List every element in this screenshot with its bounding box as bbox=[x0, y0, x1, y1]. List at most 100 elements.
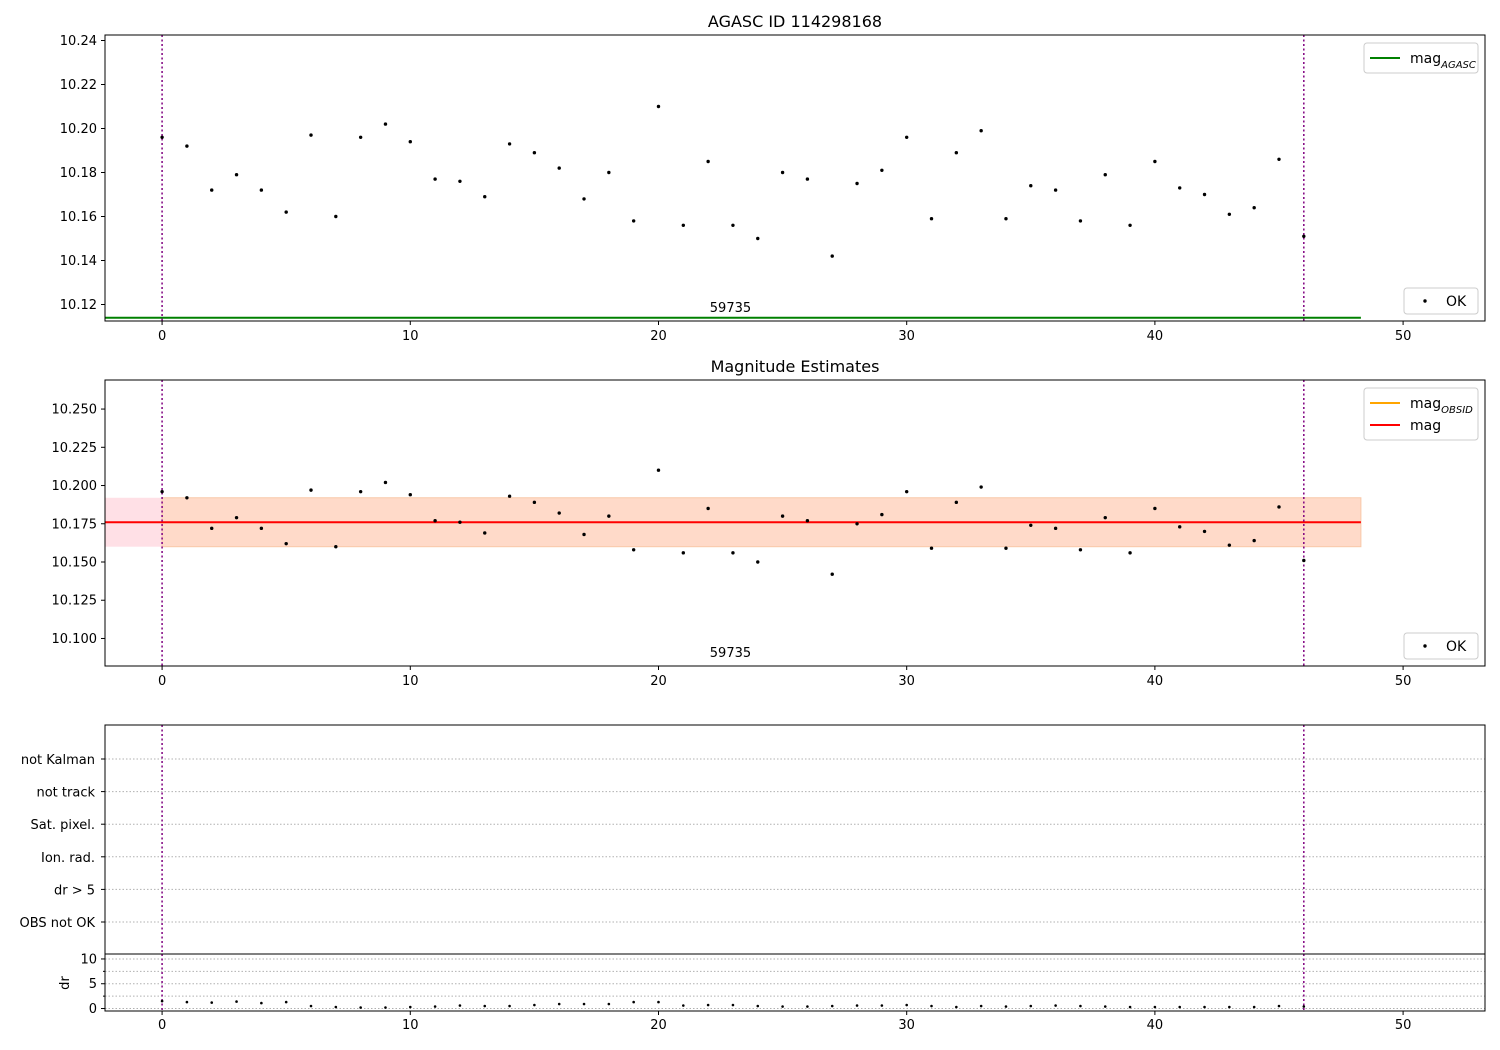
data-point bbox=[780, 170, 785, 175]
data-point bbox=[1228, 1005, 1231, 1009]
x-tick-label: 50 bbox=[1395, 674, 1412, 689]
data-point bbox=[1178, 525, 1182, 529]
y-tick-label: 10.16 bbox=[60, 210, 97, 225]
legend-point-label: OK bbox=[1446, 294, 1467, 310]
data-point bbox=[259, 188, 264, 192]
data-point bbox=[309, 133, 313, 137]
x-tick-label: 0 bbox=[158, 329, 166, 344]
data-point bbox=[582, 532, 586, 537]
point-legend bbox=[1403, 632, 1479, 660]
data-point bbox=[235, 1000, 238, 1003]
y-tick-label: 10.22 bbox=[60, 78, 97, 93]
data-point bbox=[1302, 1005, 1306, 1008]
data-point bbox=[334, 1005, 338, 1009]
data-point bbox=[805, 177, 810, 181]
data-point bbox=[1103, 515, 1107, 520]
data-point bbox=[607, 1002, 611, 1006]
data-point bbox=[1227, 543, 1232, 547]
legend-point-swatch bbox=[1423, 644, 1427, 648]
data-point bbox=[780, 514, 785, 518]
data-point bbox=[1277, 1004, 1281, 1008]
data-point bbox=[979, 129, 983, 133]
data-point bbox=[904, 135, 909, 139]
data-point bbox=[483, 531, 487, 535]
data-point bbox=[582, 197, 586, 201]
data-point bbox=[1078, 219, 1083, 223]
data-point bbox=[1053, 526, 1058, 531]
data-point bbox=[607, 170, 611, 175]
data-point bbox=[1128, 1005, 1132, 1009]
data-point bbox=[384, 1006, 387, 1009]
data-point bbox=[383, 122, 388, 126]
data-point bbox=[582, 1002, 586, 1006]
data-point bbox=[607, 514, 611, 518]
chart-title: Magnitude Estimates bbox=[711, 357, 880, 376]
data-point bbox=[1153, 159, 1157, 164]
data-point bbox=[433, 519, 437, 523]
data-point bbox=[458, 179, 462, 183]
data-point bbox=[656, 468, 661, 472]
observation-annotation: 59735 bbox=[710, 646, 751, 661]
data-point bbox=[1202, 192, 1207, 197]
data-point bbox=[954, 500, 959, 505]
dr-panel: 0 10 20 30 40 50 0 5 10 dr bbox=[58, 952, 1486, 1033]
data-point bbox=[210, 188, 214, 192]
data-point bbox=[1128, 551, 1132, 555]
data-point bbox=[1178, 1005, 1182, 1009]
data-point bbox=[1053, 188, 1058, 192]
line-legend bbox=[1363, 387, 1479, 441]
data-point bbox=[358, 135, 363, 139]
data-point bbox=[1203, 1005, 1206, 1009]
data-point bbox=[929, 546, 934, 550]
data-point bbox=[1029, 523, 1033, 527]
data-point bbox=[830, 572, 834, 576]
legend-entry-main: mag bbox=[1410, 396, 1441, 412]
data-point bbox=[557, 166, 561, 170]
data-point bbox=[185, 496, 189, 500]
data-point bbox=[855, 522, 859, 526]
x-tick-label: 40 bbox=[1147, 1018, 1164, 1033]
data-point bbox=[1004, 546, 1008, 550]
flag-label: not track bbox=[36, 786, 95, 801]
x-tick-label: 50 bbox=[1395, 329, 1412, 344]
legend-entry-label: mag bbox=[1410, 418, 1441, 434]
data-point bbox=[1277, 505, 1281, 509]
flag-label: Ion. rad. bbox=[41, 851, 95, 866]
data-point bbox=[756, 1004, 760, 1008]
x-tick-label: 0 bbox=[158, 1018, 166, 1033]
data-point bbox=[1277, 157, 1281, 161]
data-point bbox=[210, 1001, 214, 1004]
y-tick-label: 10.250 bbox=[52, 403, 98, 418]
data-point bbox=[210, 526, 214, 531]
data-point bbox=[334, 214, 338, 219]
data-point bbox=[508, 1004, 511, 1008]
data-point bbox=[631, 548, 636, 552]
data-point bbox=[284, 210, 288, 214]
y-tick-label: 10.20 bbox=[60, 122, 97, 137]
data-point bbox=[1128, 223, 1132, 227]
data-point bbox=[507, 494, 512, 498]
data-point bbox=[731, 223, 735, 227]
data-point bbox=[483, 195, 487, 199]
data-point bbox=[1103, 1005, 1107, 1008]
data-point bbox=[1252, 538, 1256, 543]
legend-point-swatch bbox=[1423, 299, 1427, 303]
y-axis-label: dr bbox=[58, 976, 73, 990]
x-tick-label: 50 bbox=[1395, 1018, 1412, 1033]
y-tick-label: 5 bbox=[89, 977, 97, 992]
data-point bbox=[706, 1003, 710, 1007]
y-tick-label: 10.200 bbox=[52, 479, 98, 494]
data-point bbox=[259, 526, 264, 531]
data-point bbox=[1302, 234, 1306, 238]
observation-annotation: 59735 bbox=[710, 301, 751, 316]
data-point bbox=[632, 1000, 635, 1004]
data-point bbox=[929, 217, 934, 221]
agasc-panel: 59735 0 10 20 30 40 50 10.12 10.14 10.16 10.18 10.2… bbox=[60, 12, 1486, 344]
x-tick-label: 20 bbox=[650, 1018, 667, 1033]
data-point bbox=[979, 1004, 983, 1008]
data-point bbox=[260, 1001, 263, 1005]
x-tick-label: 10 bbox=[402, 674, 419, 689]
y-tick-label: 10.14 bbox=[60, 254, 97, 269]
data-point bbox=[681, 551, 686, 555]
